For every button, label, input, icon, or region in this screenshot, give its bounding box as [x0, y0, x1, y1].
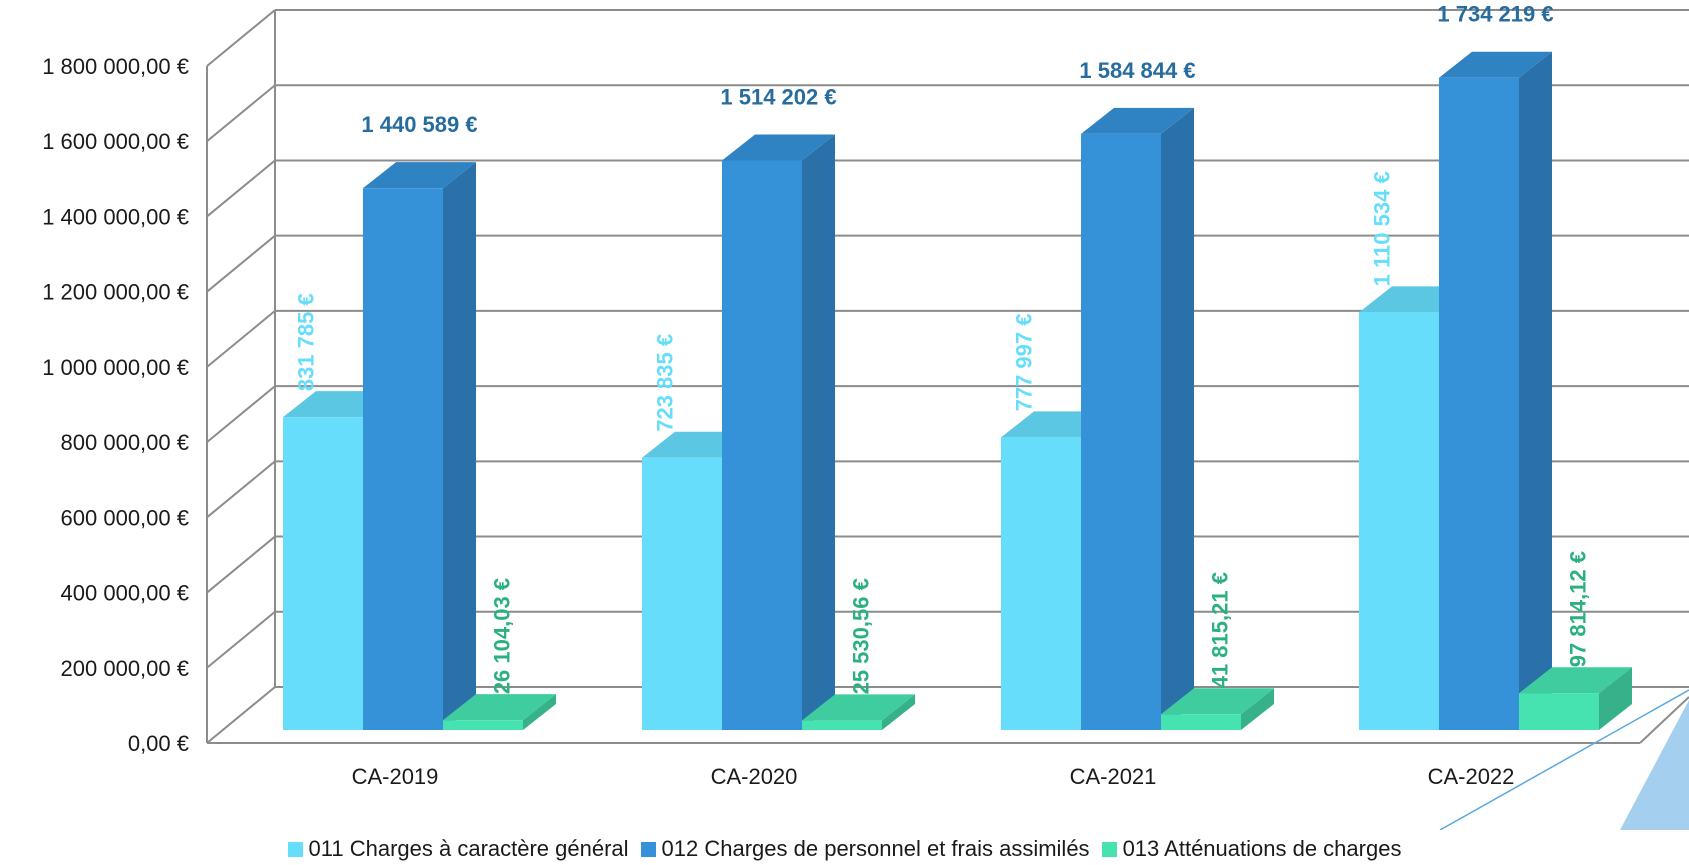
data-label: 1 734 219 € — [1437, 2, 1553, 27]
bar-2-CA-2021 — [1081, 133, 1161, 731]
bar-side — [1599, 667, 1632, 730]
bar-top — [443, 694, 556, 721]
bar-top — [1161, 688, 1274, 715]
data-label: 1 440 589 € — [361, 112, 477, 137]
y-tick-label: 1 000 000,00 € — [42, 355, 189, 380]
data-label: 777 997 € — [1012, 314, 1037, 412]
gridline-side — [206, 9, 276, 67]
bar-top — [1519, 667, 1632, 694]
gridline-side — [206, 686, 276, 744]
data-label: 26 104,03 € — [490, 578, 515, 694]
chart: 0,00 € 200 000,00 € 400 000,00 € 600 000,00… — [42, 2, 1689, 830]
bar-top — [1439, 51, 1552, 78]
bar-2-CA-2019 — [363, 188, 443, 730]
bar-side — [1241, 688, 1274, 730]
gridline-side — [206, 84, 276, 142]
bar-1-CA-2021 — [1001, 437, 1081, 730]
bar-3-CA-2019 — [443, 720, 523, 730]
data-label: 1 514 202 € — [720, 84, 836, 109]
y-tick-label: 1 800 000,00 € — [42, 54, 189, 79]
gridline-side — [206, 611, 276, 669]
legend-label: 011 Charges à caractère général — [308, 836, 629, 861]
floor-right-edge — [1639, 696, 1689, 744]
legend-item: 012 Charges de personnel et frais assimi… — [640, 836, 1090, 862]
bar-2-CA-2022 — [1439, 77, 1519, 730]
y-tick-label: 0,00 € — [128, 731, 189, 756]
legend-swatch — [287, 842, 303, 857]
data-label: 41 815,21 € — [1208, 572, 1233, 688]
bar-side — [882, 694, 915, 730]
bar-top — [363, 162, 476, 189]
bar-2-CA-2020 — [722, 160, 802, 730]
gridline-side — [206, 460, 276, 519]
legend-item: 013 Atténuations de charges — [1101, 836, 1402, 862]
x-tick-label: CA-2022 — [1428, 764, 1515, 789]
data-label: 97 814,12 € — [1566, 551, 1591, 667]
gridline-side — [206, 535, 276, 594]
bar-3-CA-2022 — [1519, 693, 1599, 730]
bar-top — [802, 694, 915, 721]
gridline-side — [206, 385, 276, 443]
legend-label: 013 Atténuations de charges — [1122, 836, 1402, 861]
y-tick-label: 1 600 000,00 € — [42, 129, 189, 154]
bar-3-CA-2021 — [1161, 714, 1241, 730]
corner-decoration-line — [1439, 689, 1689, 830]
data-label: 831 785 € — [294, 293, 319, 391]
y-tick-label: 1 200 000,00 € — [42, 280, 189, 305]
y-tick-label: 800 000,00 € — [61, 430, 189, 455]
gridline-side — [206, 234, 276, 293]
data-label: 723 835 € — [653, 334, 678, 432]
data-label: 1 584 844 € — [1079, 58, 1195, 83]
y-tick-label: 1 400 000,00 € — [42, 204, 189, 229]
bar-1-CA-2019 — [283, 417, 363, 730]
bar-side — [523, 694, 556, 730]
legend-item: 011 Charges à caractère général — [287, 836, 629, 862]
bar-side — [1161, 107, 1194, 731]
legend-swatch — [640, 842, 656, 857]
bar-3-CA-2020 — [802, 720, 882, 730]
data-label: 1 110 534 € — [1370, 171, 1395, 286]
x-tick-label: CA-2020 — [711, 764, 798, 789]
bar-side — [1519, 51, 1552, 730]
data-label: 25 530,56 € — [849, 578, 874, 694]
bar-1-CA-2020 — [642, 457, 722, 730]
legend-label: 012 Charges de personnel et frais assimi… — [661, 836, 1090, 861]
x-tick-label: CA-2021 — [1070, 764, 1157, 789]
bar-side — [443, 162, 476, 730]
y-tick-label: 200 000,00 € — [61, 656, 189, 681]
bar-top — [722, 134, 835, 161]
bar-top — [1081, 107, 1194, 134]
y-tick-label: 600 000,00 € — [61, 505, 189, 530]
gridline-side — [206, 159, 276, 218]
corner-decoration — [1620, 700, 1689, 830]
bar-1-CA-2022 — [1359, 312, 1439, 730]
bar-side — [802, 134, 835, 730]
y-tick-label: 400 000,00 € — [61, 581, 189, 606]
legend: 011 Charges à caractère général 012 Charg… — [0, 836, 1689, 862]
legend-swatch — [1101, 842, 1117, 857]
x-tick-label: CA-2019 — [352, 764, 439, 789]
gridline-side — [206, 310, 276, 368]
